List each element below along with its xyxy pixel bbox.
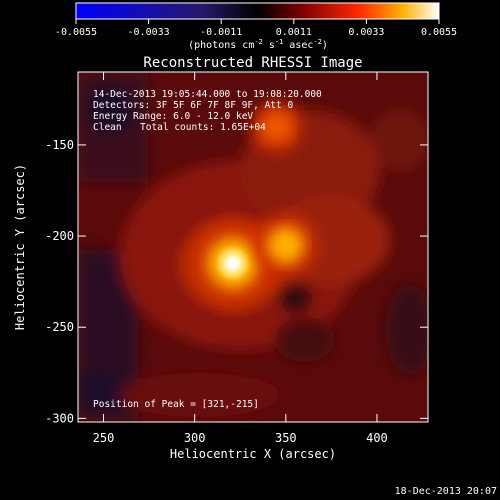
sources-layer: [188, 100, 318, 308]
colorbar-gradient: [75, 2, 440, 20]
image-annotations: 14-Dec-2013 19:05:44.000 to 19:08:20.000…: [93, 89, 322, 410]
colorbar-tick-label: -0.0011: [200, 27, 242, 38]
annotation-detectors: Detectors: 3F 5F 6F 7F 8F 9F, Att 0: [93, 100, 293, 111]
colorbar-label: (photons cm-2 s-1 asec-2): [188, 38, 328, 51]
x-axis-label: Heliocentric X (arcsec): [170, 447, 336, 461]
source-peak: [188, 219, 277, 308]
footer-timestamp: 18-Dec-2013 20:07: [395, 486, 497, 497]
annotation-counts: Total counts: 1.65E+04: [140, 122, 266, 133]
colorbar-tick-label: -0.0055: [55, 27, 97, 38]
plot-frame: [77, 71, 429, 423]
annotation-energy: Energy Range: 6.0 - 12.0 keV: [93, 111, 253, 122]
source-peak: [254, 213, 318, 277]
chart-title: Reconstructed RHESSI Image: [143, 55, 362, 71]
colorbar-tick-label: -0.0033: [128, 27, 170, 38]
colorbar-tick-label: 0.0055: [421, 27, 457, 38]
peak-sources: [188, 100, 318, 308]
colorbar-ticks: -0.0055 -0.0033 -0.0011 0.0011 0.0033 0.0055: [55, 19, 457, 38]
annotation-method: Clean: [93, 122, 122, 133]
colorbar-tick-label: 0.0033: [348, 27, 384, 38]
annotation-time: 14-Dec-2013 19:05:44.000 to 19:08:20.000: [93, 89, 322, 100]
y-tick-label: -250: [45, 320, 74, 334]
x-tick-label: 350: [275, 431, 297, 445]
colorbar-tick-label: 0.0011: [276, 27, 312, 38]
y-tick-label: -150: [45, 138, 74, 152]
x-tick-label: 300: [184, 431, 206, 445]
x-tick-label: 250: [93, 431, 115, 445]
colorbar: -0.0055 -0.0033 -0.0011 0.0011 0.0033 0.0055 …: [55, 2, 457, 51]
source-peak: [250, 100, 303, 153]
y-tick-label: -300: [45, 411, 74, 425]
x-tick-label: 400: [366, 431, 388, 445]
y-tick-label: -200: [45, 229, 74, 243]
axis-ticks: 250 300 350 400 -150 -200 -250 -300: [45, 72, 428, 445]
y-axis-label: Heliocentric Y (arcsec): [13, 164, 27, 330]
annotation-peak: Position of Peak = [321,-215]: [93, 399, 259, 410]
